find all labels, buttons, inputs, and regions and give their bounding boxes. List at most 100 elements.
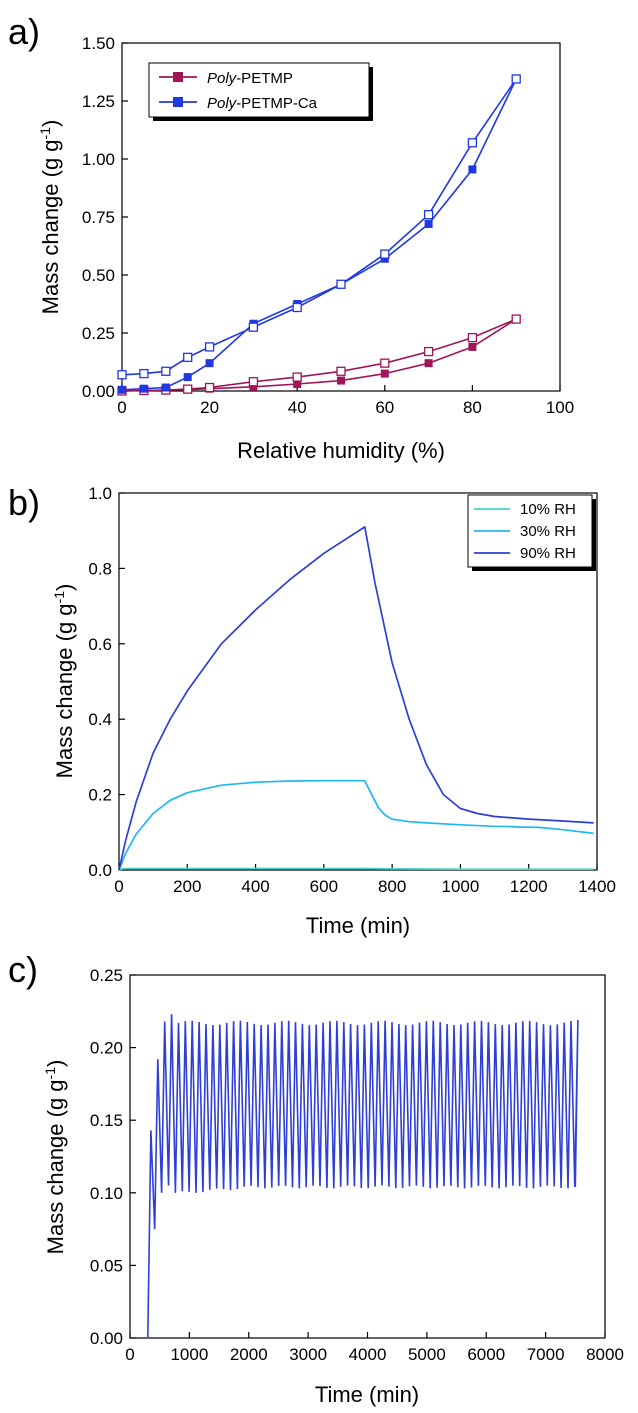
panel-c-y-tick-label: 0.05 [90,1256,123,1275]
panel-c-series [147,1014,579,1339]
series-30-rh [118,779,594,871]
panel-c-x-tick-label: 0 [125,1345,134,1364]
legend-marker-poly-petmp [173,72,183,82]
panel-b-x-tick-label: 400 [241,877,269,896]
panel-b: b) 0 200 400 600 800 1000 1200 1400 0.0 0.2 0.4 0.6… [8,482,616,938]
panel-a-x-tick-label: 60 [375,398,394,417]
panel-b-y-tick-label: 0.4 [88,710,112,729]
panel-c-x-tick-label: 8000 [586,1345,624,1364]
panel-b-legend: 10% RH 30% RH 90% RH [467,494,596,571]
panel-c-x-tick-label: 5000 [408,1345,446,1364]
legend-label-poly-petmp: Poly-PETMP [207,70,293,87]
panel-c: c) 0 1000 2000 3000 4000 5000 6000 7000 8000 0.00… [8,949,624,1407]
desorption-point [423,210,434,220]
adsorption-point [424,359,433,368]
adsorption-point [468,165,477,174]
desorption-point [248,377,259,387]
panel-a-y-tick-label: 1.00 [82,150,115,169]
desorption-point [336,279,346,289]
panel-c-ticks: 0 1000 2000 3000 4000 5000 6000 7000 8000 0.00 0.0… [90,966,624,1364]
desorption-point [292,372,302,382]
panel-a-x-tick-label: 20 [200,398,219,417]
panel-b-x-tick-label: 600 [310,877,338,896]
legend-label-10-rh: 10% RH [520,501,576,518]
panel-a-x-tick-label: 100 [546,398,574,417]
panel-a-x-tick-label: 40 [288,398,307,417]
adsorption-point [293,380,302,389]
panel-a-y-tick-label: 0.75 [82,208,115,227]
panel-b-x-tick-label: 800 [378,877,406,896]
desorption-point [380,358,390,368]
series-10-rh [118,867,594,871]
adsorption-point [468,342,477,351]
panel-b-y-tick-label: 1.0 [88,484,112,503]
panel-b-x-axis-title: Time (min) [306,913,410,938]
desorption-point [336,366,346,376]
panel-a: a) 0 20 40 60 80 100 0.00 0.25 0.50 0.75 1.00 1.25 1… [8,11,574,463]
adsorption-point [380,369,389,378]
series-cycling [147,1014,579,1339]
panel-a-ticks: 0 20 40 60 80 100 0.00 0.25 0.50 0.75 1.00 1.25 1.50 [82,34,574,417]
desorption-point [511,314,521,324]
panel-a-y-axis-title: Mass change (g g-1) [37,120,63,315]
panel-a-y-tick-label: 0.00 [82,382,115,401]
panel-b-y-tick-label: 0.6 [88,635,112,654]
panel-a-legend: Poly-PETMP Poly-PETMP-Ca [148,62,373,121]
panel-b-label: b) [8,482,40,523]
adsorption-point [424,219,433,228]
panel-a-legend-box [148,62,370,118]
panel-c-y-axis-title: Mass change (g g-1) [42,1060,68,1255]
panel-b-plot-frame [118,492,598,871]
desorption-point [292,302,302,313]
adsorption-point [249,382,258,391]
desorption-point [467,332,478,343]
legend-marker-poly-petmp-ca [173,97,183,107]
panel-b-x-tick-label: 200 [173,877,201,896]
panel-a-x-axis-title: Relative humidity (%) [237,438,445,463]
legend-label-90-rh: 90% RH [520,545,576,562]
desorption-line-poly-petmp-ca [121,78,517,376]
adsorption-point [337,376,345,385]
series-poly-petmp [117,314,521,396]
panel-b-y-axis-title: Mass change (g g-1) [51,584,77,779]
adsorption-point [183,373,192,382]
panel-c-x-tick-label: 3000 [289,1345,327,1364]
panel-b-y-tick-label: 0.0 [88,861,112,880]
panel-c-y-tick-label: 0.15 [90,1111,123,1130]
desorption-point [380,249,390,259]
panel-c-x-tick-label: 2000 [230,1345,268,1364]
panel-b-x-tick-label: 0 [114,877,123,896]
panel-c-y-tick-label: 0.00 [90,1329,123,1348]
desorption-point [183,384,193,394]
desorption-point [161,366,171,376]
desorption-point [183,352,193,363]
panel-b-y-tick-label: 0.2 [88,786,112,805]
panel-a-y-tick-label: 1.50 [82,34,115,53]
desorption-point [204,382,215,393]
panel-a-series [117,74,521,396]
panel-c-y-tick-label: 0.10 [90,1184,123,1203]
panel-c-x-tick-label: 4000 [349,1345,387,1364]
panel-c-label: c) [8,949,38,990]
panel-a-x-tick-label: 80 [463,398,482,417]
panel-b-x-tick-label: 1200 [510,877,548,896]
panel-a-y-tick-label: 0.50 [82,266,115,285]
panel-a-y-tick-label: 0.25 [82,324,115,343]
desorption-point [139,368,149,379]
panel-c-x-tick-label: 7000 [527,1345,565,1364]
adsorption-point [205,359,214,368]
desorption-point [248,322,259,332]
panel-b-series [118,526,594,871]
adsorption-point [118,385,126,394]
desorption-point [423,346,434,357]
panel-c-y-tick-label: 0.25 [90,966,123,985]
panel-a-x-tick-label: 0 [117,398,126,417]
adsorption-point [139,384,148,393]
panel-c-x-tick-label: 1000 [170,1345,208,1364]
panel-a-label: a) [8,11,40,52]
desorption-point [511,74,521,84]
panel-b-ticks: 0 200 400 600 800 1000 1200 1400 0.0 0.2 0.4 0.6 0.8… [88,484,616,896]
legend-label-poly-petmp-ca: Poly-PETMP-Ca [207,95,318,112]
panel-c-x-axis-title: Time (min) [315,1382,419,1407]
